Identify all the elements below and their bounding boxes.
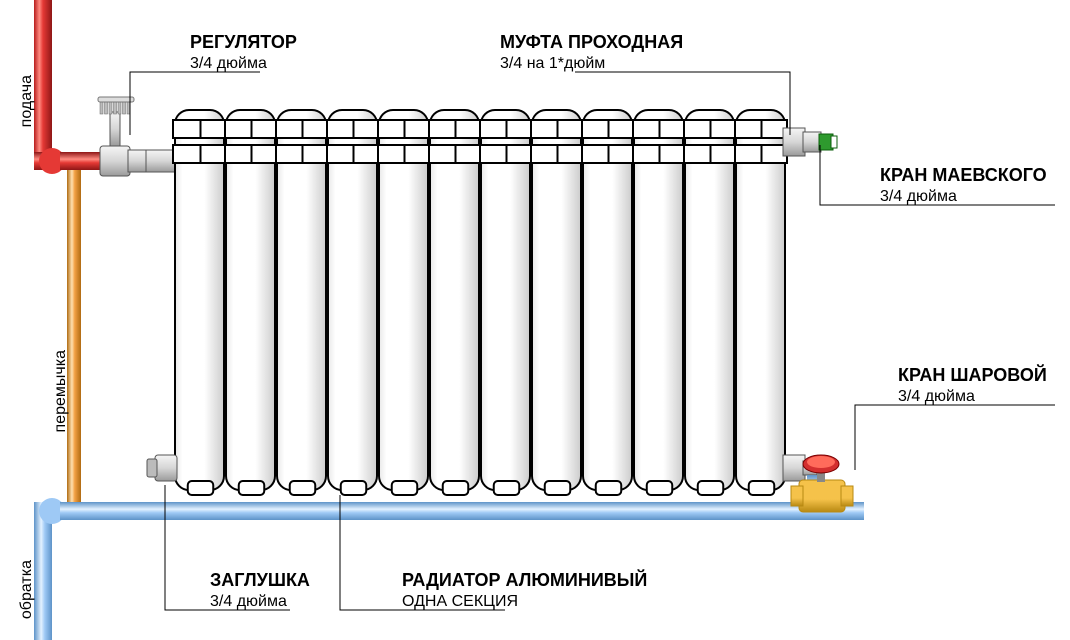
label-radiator-title: РАДИАТОР АЛЮМИНИВЫЙ (402, 570, 647, 592)
label-coupling: МУФТА ПРОХОДНАЯ 3/4 на 1*дюйм (500, 32, 683, 73)
label-maevsky-sub: 3/4 дюйма (880, 187, 1047, 206)
label-ballvalve-sub: 3/4 дюйма (898, 387, 1047, 406)
label-maevsky-title: КРАН МАЕВСКОГО (880, 165, 1047, 187)
label-coupling-title: МУФТА ПРОХОДНАЯ (500, 32, 683, 54)
label-coupling-sub: 3/4 на 1*дюйм (500, 54, 683, 73)
label-radiator: РАДИАТОР АЛЮМИНИВЫЙ ОДНА СЕКЦИЯ (402, 570, 647, 611)
label-plug: ЗАГЛУШКА 3/4 дюйма (210, 570, 310, 611)
radiator-diagram: { "canvas":{"w":1070,"h":640,"bg":"#ffff… (0, 0, 1070, 640)
label-regulator-title: РЕГУЛЯТОР (190, 32, 297, 54)
label-maevsky: КРАН МАЕВСКОГО 3/4 дюйма (880, 165, 1047, 206)
label-radiator-sub: ОДНА СЕКЦИЯ (402, 592, 647, 611)
label-bypass: перемычка (52, 350, 70, 432)
label-plug-sub: 3/4 дюйма (210, 592, 310, 611)
diagram-svg (0, 0, 1070, 640)
label-regulator-sub: 3/4 дюйма (190, 54, 297, 73)
label-plug-title: ЗАГЛУШКА (210, 570, 310, 592)
label-supply: подача (18, 75, 36, 127)
label-regulator: РЕГУЛЯТОР 3/4 дюйма (190, 32, 297, 73)
label-ballvalve-title: КРАН ШАРОВОЙ (898, 365, 1047, 387)
label-return: обратка (18, 560, 36, 619)
label-ballvalve: КРАН ШАРОВОЙ 3/4 дюйма (898, 365, 1047, 406)
